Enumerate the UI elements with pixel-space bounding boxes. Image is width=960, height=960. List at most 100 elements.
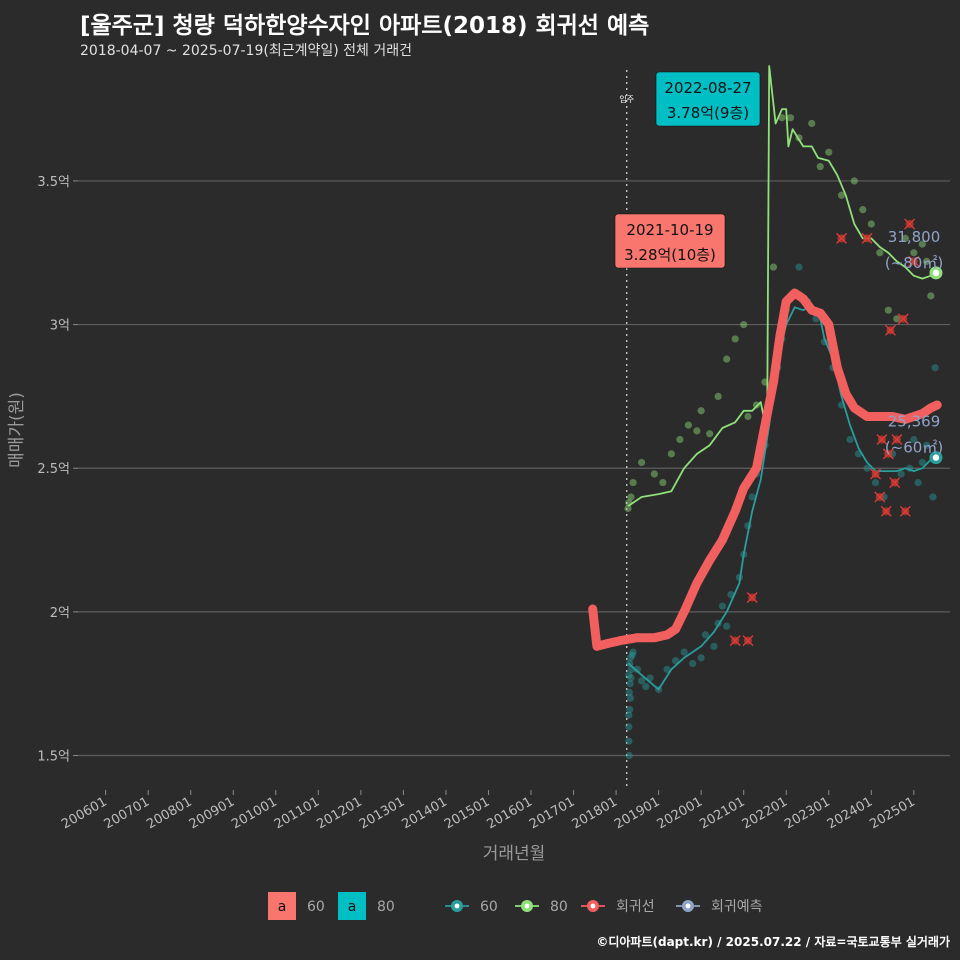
outlier-mark [904, 218, 916, 230]
max-label-80: 2022-08-27 3.78억(9층) [655, 71, 761, 127]
point-60 [625, 723, 633, 731]
forecast-points: 31,800 (~80㎡) 25,369 (~60㎡) [885, 228, 943, 465]
point-80 [624, 504, 632, 513]
outlier-mark [861, 232, 873, 244]
x-tick-label: 202101 [697, 794, 747, 832]
legend-dot-center [454, 903, 460, 909]
point-60 [897, 470, 905, 478]
point-60 [625, 711, 633, 719]
legend-line-label: 60 [480, 899, 498, 915]
point-60 [638, 677, 646, 685]
point-60 [846, 435, 854, 444]
point-80 [808, 119, 816, 128]
x-tick-label: 201201 [314, 794, 364, 832]
point-60 [663, 665, 671, 673]
point-80 [893, 315, 901, 323]
point-80 [627, 493, 635, 501]
move-in-line: 입주 [619, 70, 634, 790]
max-label-date: 2021-10-19 [626, 221, 713, 239]
x-tick-label: 202301 [782, 794, 832, 832]
point-60 [628, 651, 636, 659]
x-tick-label: 201101 [272, 794, 322, 832]
legend-dot-center [685, 903, 691, 909]
outlier-mark [746, 592, 758, 604]
legend-dot-center [590, 903, 596, 909]
point-60 [625, 688, 633, 696]
outlier-mark [729, 635, 741, 647]
x-tick-label: 201701 [527, 794, 577, 832]
legend-line-label: 회귀선 [616, 899, 655, 915]
point-80 [667, 450, 675, 458]
source-caption: ©디아파트(dapt.kr) / 2025.07.22 / 자료=국토교통부 실… [596, 935, 950, 949]
point-60 [697, 654, 705, 662]
point-80 [816, 162, 824, 171]
x-tick-label: 201301 [357, 794, 407, 832]
point-60 [625, 671, 633, 679]
max-labels: 2022-08-27 3.78억(9층) 2021-10-19 3.28억(10층) [614, 71, 761, 269]
x-tick-label: 201601 [485, 794, 535, 832]
legend-line-label: 회귀예측 [711, 899, 763, 915]
point-80 [638, 458, 646, 467]
point-60 [642, 682, 650, 691]
point-60 [863, 464, 871, 472]
max-label-box [655, 71, 761, 127]
outlier-mark [876, 433, 888, 445]
legend-line-label: 80 [550, 899, 568, 915]
scatter-points [624, 114, 939, 760]
x-tick-label: 202201 [740, 794, 790, 832]
outlier-mark [899, 505, 911, 517]
point-80 [927, 292, 935, 300]
x-tick-label: 201401 [399, 794, 449, 832]
point-60 [701, 631, 710, 639]
y-tick-label: 1.5억 [37, 750, 70, 765]
point-80 [659, 478, 667, 487]
x-tick-label: 202501 [867, 794, 917, 832]
point-60 [626, 705, 634, 714]
x-tick-label: 202401 [825, 794, 875, 832]
point-80 [859, 206, 867, 214]
series-lines [588, 65, 942, 691]
y-tick-label: 2.5억 [37, 462, 70, 477]
point-60 [672, 657, 680, 665]
point-60 [914, 478, 922, 487]
point-80 [769, 263, 778, 271]
point-60 [748, 493, 756, 501]
legend-fill-label: 60 [307, 899, 325, 915]
point-80 [901, 234, 909, 242]
point-80 [850, 177, 858, 185]
legend-fill-glyph: a [278, 899, 287, 915]
outlier-mark [880, 505, 892, 517]
move-in-label: 입주 [619, 95, 634, 104]
outlier-mark [836, 232, 848, 244]
point-80 [752, 401, 761, 409]
y-axis-title: 매매가(원) [7, 392, 27, 468]
point-80 [876, 249, 884, 257]
point-80 [910, 249, 918, 257]
point-80 [884, 306, 892, 314]
point-60 [633, 665, 641, 673]
point-80 [706, 430, 714, 438]
y-tick-label: 3억 [50, 319, 70, 334]
point-80 [693, 427, 701, 435]
x-tick-label: 201001 [229, 794, 279, 832]
outlier-mark [889, 477, 901, 489]
point-80 [697, 407, 705, 415]
point-60 [689, 659, 697, 668]
outlier-mark [742, 635, 754, 647]
point-60 [625, 751, 633, 760]
forecast-area: (~60㎡) [885, 439, 943, 457]
x-axis-title: 거래년월 [483, 844, 546, 864]
series-line-60 [627, 303, 932, 691]
chart-title: [울주군] 청량 덕하한양수자인 아파트(2018) 회귀선 예측 [80, 13, 650, 39]
point-80 [740, 320, 748, 329]
x-tick-label: 201901 [612, 794, 662, 832]
legend-fill-glyph: a [348, 899, 357, 915]
point-60 [710, 642, 718, 650]
x-tick-label: 201801 [570, 794, 620, 832]
series-line-80 [627, 65, 932, 507]
point-60 [931, 364, 939, 372]
x-tick-label: 200801 [144, 794, 194, 832]
forecast-value: 31,800 [888, 228, 941, 246]
point-80 [714, 392, 722, 400]
